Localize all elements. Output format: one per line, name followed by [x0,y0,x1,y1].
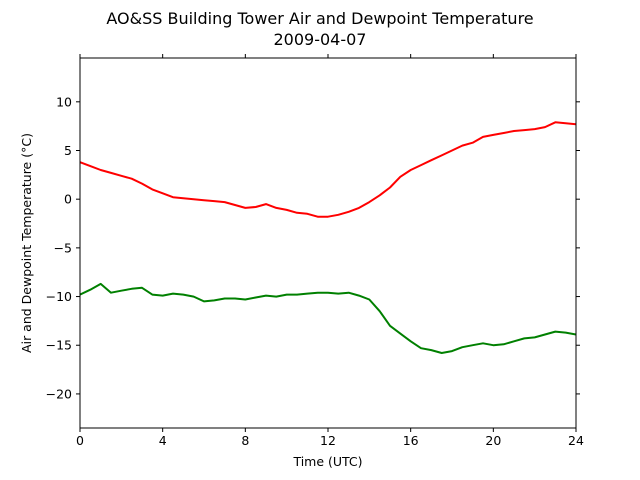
series-layer [80,121,576,354]
y-axis: −20 −15 −10 −5 0 5 10 [46,94,580,401]
air-temperature-line [80,121,576,218]
x-tick-label: 8 [241,433,249,448]
y-tick-label: 5 [64,143,72,158]
chart-title: AO&SS Building Tower Air and Dewpoint Te… [106,9,533,28]
y-tick-label: −20 [46,386,72,401]
plot-area [79,57,577,429]
y-tick-label: 10 [56,94,72,109]
dewpoint-temperature-line [80,282,576,354]
x-axis-label: Time (UTC) [292,454,362,469]
x-tick-label: 24 [568,433,584,448]
y-tick-label: −5 [54,240,72,255]
x-tick-label: 12 [320,433,336,448]
x-tick-label: 20 [485,433,501,448]
x-tick-label: 0 [76,433,84,448]
x-tick-label: 4 [159,433,167,448]
y-axis-label: Air and Dewpoint Temperature (°C) [19,133,34,353]
chart-title-group: AO&SS Building Tower Air and Dewpoint Te… [106,9,533,49]
x-axis: 0 4 8 12 16 20 24 [76,54,584,448]
y-tick-label: 0 [64,192,72,207]
plot-frame [79,57,577,429]
chart-subtitle: 2009-04-07 [274,30,367,49]
y-tick-label: −15 [46,338,72,353]
x-tick-label: 16 [403,433,419,448]
y-tick-label: −10 [46,289,72,304]
